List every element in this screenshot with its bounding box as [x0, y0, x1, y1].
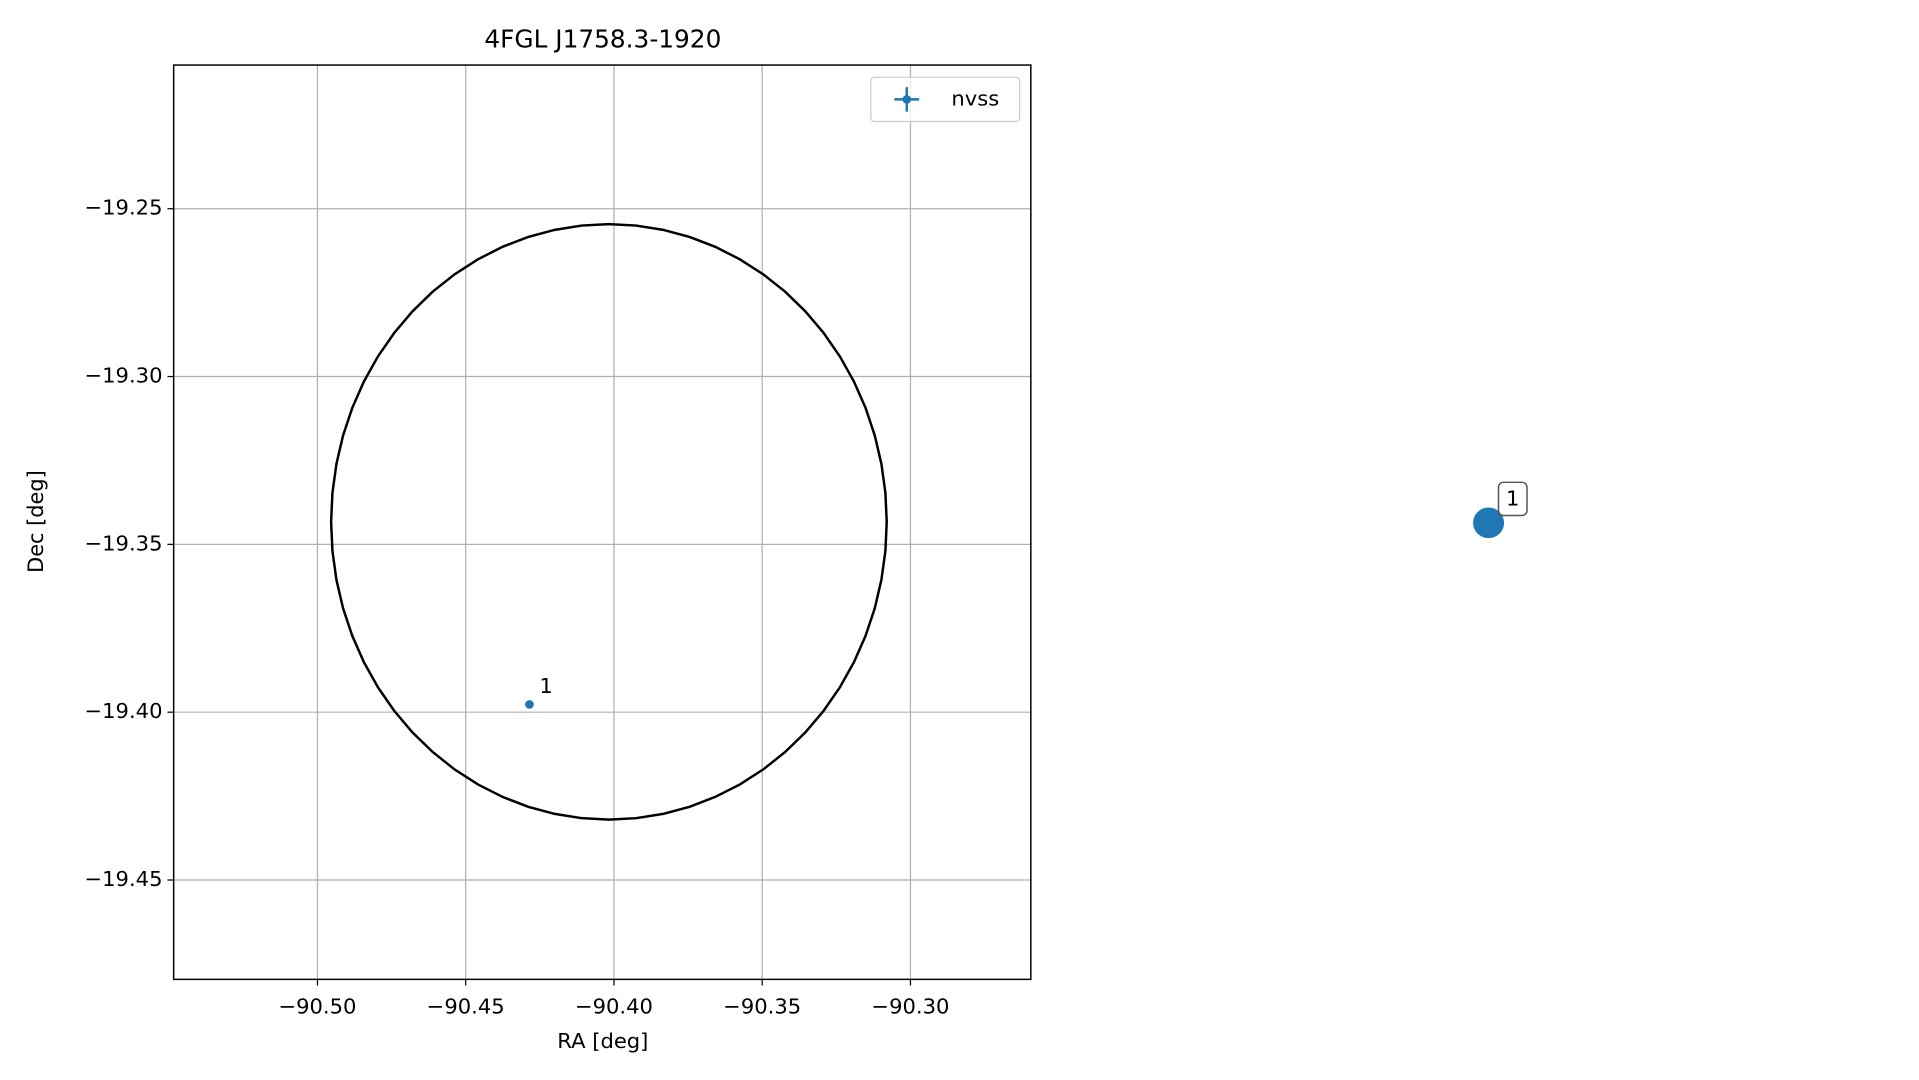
point-label: 1 — [539, 674, 552, 698]
x-tick-label: −90.35 — [723, 995, 801, 1019]
y-tick-label: −19.35 — [84, 531, 162, 555]
marker — [1473, 507, 1505, 539]
x-tick-label: −90.30 — [871, 995, 949, 1019]
y-tick-label: −19.30 — [84, 364, 162, 388]
y-axis-label: Dec [deg] — [24, 470, 48, 573]
x-tick-label: −90.50 — [278, 995, 356, 1019]
error-ellipse — [329, 222, 888, 821]
marker-label-box — [1497, 481, 1528, 517]
x-axis-label: RA [deg] — [557, 1029, 648, 1053]
marker-label: 1 — [1506, 487, 1519, 511]
x-tick-label: −90.45 — [427, 995, 505, 1019]
x-tick-label: −90.40 — [575, 995, 653, 1019]
y-tick-label: −19.45 — [84, 867, 162, 891]
plot-frame — [172, 64, 1032, 981]
legend-icon — [902, 95, 912, 104]
y-tick-label: −19.40 — [84, 699, 162, 723]
point — [525, 700, 534, 709]
y-tick-label: −19.25 — [84, 196, 162, 220]
legend-label: nvss — [951, 86, 999, 110]
chart-title: 4FGL J1758.3-1920 — [484, 25, 721, 54]
